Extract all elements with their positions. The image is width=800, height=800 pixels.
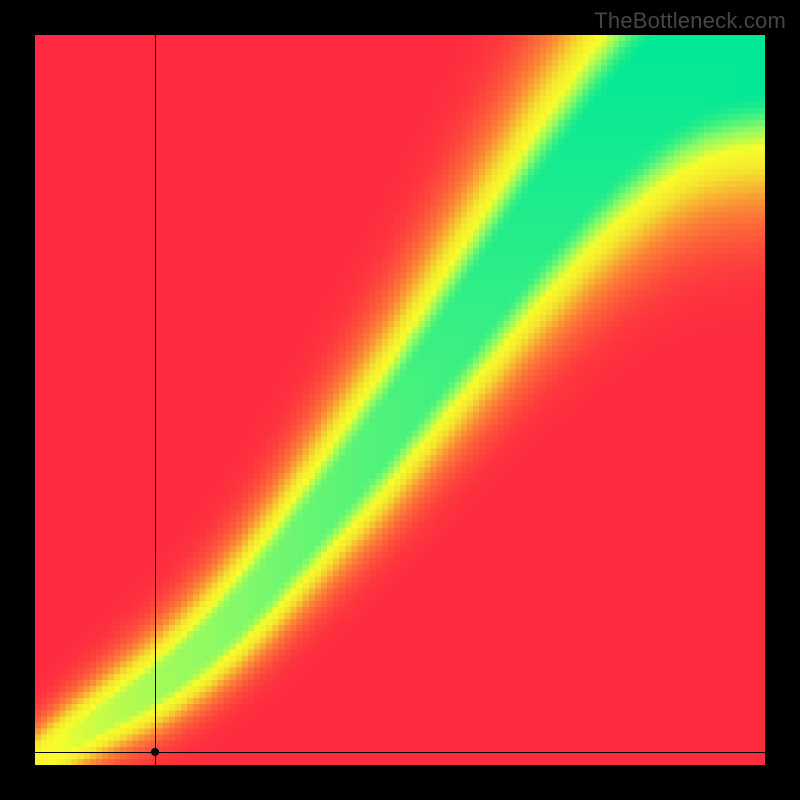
- crosshair-horizontal: [35, 752, 765, 753]
- bottleneck-heatmap: [35, 35, 765, 765]
- heatmap-canvas: [35, 35, 765, 765]
- crosshair-vertical: [155, 35, 156, 765]
- selected-point-marker: [151, 748, 159, 756]
- watermark-text: TheBottleneck.com: [594, 8, 786, 34]
